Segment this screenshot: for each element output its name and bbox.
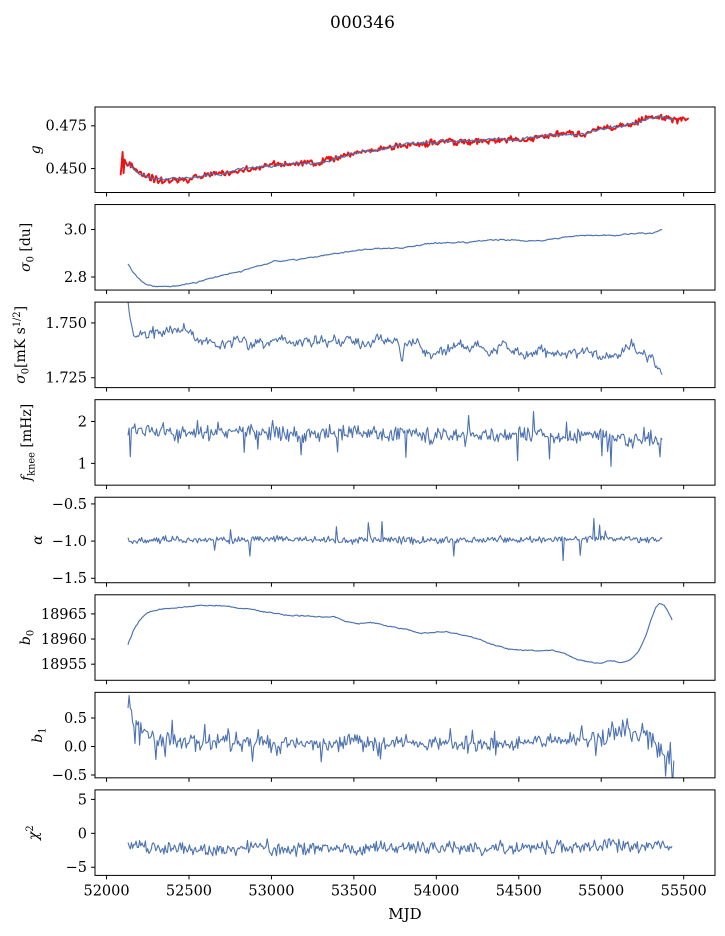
- axes-frame: [94, 594, 716, 681]
- y-tick-label: −1.5: [52, 571, 87, 587]
- panel-sigma0-mks: 1.725 1.750 σ0[mK s1/2]: [12, 301, 716, 392]
- panel-b0: 18955 18960 18965 b0: [18, 594, 716, 685]
- y-tick-label: 18960: [41, 632, 87, 648]
- y-tick-label: −0.5: [52, 768, 87, 784]
- panel-b1: −0.5 0.0 0.5 b1: [30, 691, 716, 784]
- panel-sigma0-du: 2.8 3.0 σ0 [du]: [18, 204, 716, 295]
- y-tick-label: 0.475: [45, 119, 87, 135]
- y-tick-label: 0.0: [64, 739, 87, 755]
- series-g-smooth: [127, 115, 675, 181]
- series-sigma0-du: [127, 228, 663, 288]
- x-tick-label: 55500: [661, 883, 707, 899]
- y-tick-label: 2: [78, 414, 87, 430]
- series-b1: [127, 695, 675, 778]
- axes-frame: [94, 691, 716, 779]
- y-tick-label: −1.0: [52, 534, 87, 550]
- y-tick-label: 0.5: [64, 711, 87, 727]
- axes-frame: [94, 789, 716, 876]
- series-b0: [127, 602, 673, 664]
- y-tick-label: 1: [78, 456, 87, 472]
- x-axis-label: MJD: [388, 905, 422, 923]
- axes-frame: [94, 301, 716, 389]
- y-tick-label: 1.725: [45, 371, 87, 387]
- series-alpha: [127, 517, 663, 562]
- y-tick-label: 18965: [41, 607, 87, 623]
- y-tick-label: 2.8: [64, 270, 87, 286]
- y-tick-label: 1.750: [45, 316, 87, 332]
- series-sigma0-mks: [127, 302, 663, 375]
- y-axis-label-fknee: fknee [mHz]: [19, 404, 38, 482]
- x-tick-label: 53000: [248, 883, 294, 899]
- series-g-raw: [119, 113, 690, 185]
- y-axis-label-sigma0-mks: σ0[mK s1/2]: [12, 306, 32, 384]
- x-tick-label: 54000: [413, 883, 459, 899]
- y-tick-label: −0.5: [52, 497, 87, 513]
- x-tick-label: 55000: [578, 883, 624, 899]
- axes-frame: [94, 204, 716, 291]
- panel-alpha: −1.5 −1.0 −0.5 α: [30, 496, 716, 587]
- y-axis-label-b0: b0: [18, 630, 37, 645]
- y-tick-label: 18955: [41, 657, 87, 673]
- series-fknee: [127, 411, 663, 468]
- x-tick-label: 52500: [166, 883, 212, 899]
- x-tick-label: 54500: [496, 883, 542, 899]
- panel-g: 0.450 0.475 g: [28, 106, 716, 197]
- y-axis-label-g: g: [28, 145, 44, 154]
- x-tick-label: 52000: [83, 883, 129, 899]
- x-tick-label: 53500: [331, 883, 377, 899]
- y-tick-label: 5: [78, 792, 87, 808]
- y-axis-label-chi2: χ2: [25, 825, 42, 841]
- figure-title: 000346: [330, 13, 395, 33]
- y-tick-label: −5: [66, 860, 87, 876]
- axes-frame: [94, 106, 716, 193]
- panel-fknee: 1 2 fknee [mHz]: [19, 399, 716, 490]
- y-axis-label-b1: b1: [30, 727, 49, 742]
- y-axis-label-sigma0-du: σ0 [du]: [18, 223, 37, 272]
- panel-chi2: −5 0 5 χ2: [25, 789, 716, 880]
- series-chi2: [127, 838, 673, 857]
- axes-frame: [94, 496, 716, 584]
- y-axis-label-alpha: α: [30, 535, 46, 545]
- y-tick-label: 0: [78, 826, 87, 842]
- y-tick-label: 0.450: [45, 161, 87, 177]
- axes-frame: [94, 399, 716, 486]
- y-tick-label: 3.0: [64, 222, 87, 238]
